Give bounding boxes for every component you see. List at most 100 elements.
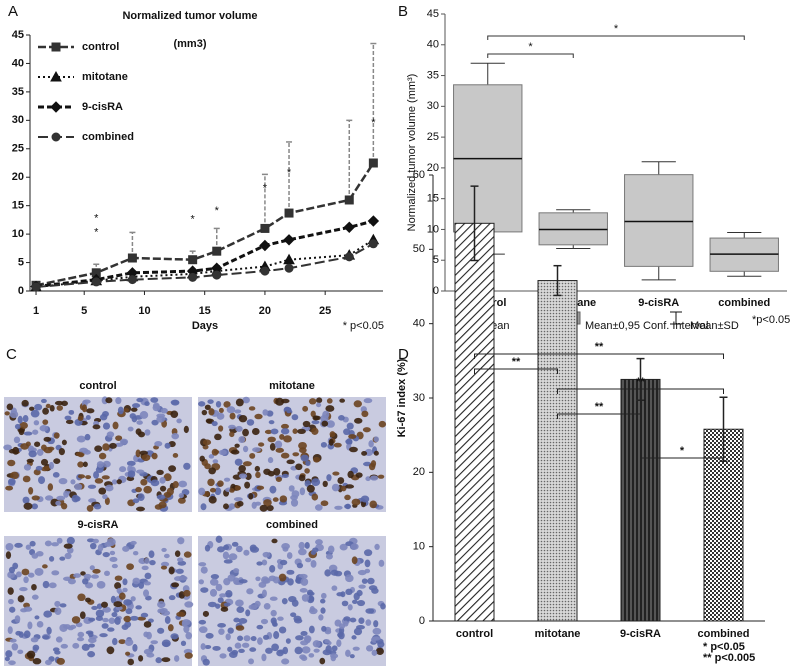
cell — [211, 421, 218, 427]
cell — [210, 573, 220, 580]
cell — [178, 480, 188, 488]
cell — [326, 474, 332, 482]
cell — [52, 647, 60, 652]
cell — [276, 649, 284, 657]
cell — [235, 398, 244, 407]
marker — [284, 263, 294, 273]
cell — [350, 543, 359, 550]
cell — [23, 576, 29, 584]
cell — [223, 602, 231, 607]
marker — [91, 277, 101, 287]
cell — [136, 469, 145, 474]
legend-symbol — [670, 311, 682, 325]
cell — [42, 407, 49, 415]
cell — [280, 423, 289, 429]
y-tick-label: 20 — [427, 162, 439, 174]
cell — [141, 565, 149, 571]
cell — [77, 631, 85, 638]
image-caption: mitotane — [269, 380, 315, 392]
cell — [252, 447, 261, 453]
cell — [138, 581, 145, 589]
cell — [155, 657, 162, 664]
cell — [345, 438, 353, 445]
panel-letter: A — [8, 3, 18, 20]
cell — [344, 494, 351, 501]
cell — [307, 591, 315, 596]
cell — [308, 607, 318, 615]
cell — [262, 551, 271, 558]
cell — [365, 476, 371, 482]
cell — [161, 657, 171, 663]
cell — [26, 650, 36, 659]
significance: * — [215, 205, 220, 217]
marker — [283, 253, 295, 265]
cell — [59, 556, 66, 561]
cell — [310, 560, 317, 568]
cell — [29, 406, 35, 411]
cell — [5, 551, 12, 559]
cell — [228, 503, 236, 510]
cell — [282, 646, 289, 655]
marker — [260, 266, 270, 276]
cell — [322, 410, 330, 419]
y-tick-label: 45 — [427, 8, 439, 20]
cell — [200, 643, 206, 650]
cell — [325, 405, 335, 412]
cell — [242, 461, 252, 467]
cell — [291, 414, 299, 421]
cell — [281, 473, 289, 478]
cell — [216, 412, 225, 420]
cell — [101, 601, 108, 608]
cell — [181, 619, 191, 626]
cell — [227, 574, 236, 582]
cell — [261, 653, 267, 662]
cell — [171, 432, 180, 440]
cell — [357, 569, 367, 576]
cell — [267, 436, 276, 443]
cell — [8, 478, 16, 486]
cell — [361, 451, 368, 456]
cell — [123, 408, 130, 413]
y-tick-label: 20 — [12, 171, 24, 183]
legend-label: Mean±0,95 Conf. Interval — [585, 320, 708, 332]
cell — [298, 541, 305, 550]
cell — [263, 603, 271, 610]
cell — [242, 396, 250, 404]
cell — [152, 403, 161, 412]
cell — [351, 635, 357, 640]
cell — [160, 565, 168, 570]
y-tick-label: 40 — [427, 39, 439, 51]
marker — [344, 252, 354, 262]
cell — [372, 636, 381, 641]
marker — [212, 246, 222, 256]
cell — [34, 403, 43, 411]
cell — [241, 642, 250, 648]
cell — [288, 485, 295, 492]
cell — [171, 582, 180, 588]
cell — [75, 452, 84, 457]
cell — [135, 486, 142, 493]
cell — [218, 407, 224, 413]
cell — [312, 415, 320, 421]
cell — [234, 642, 242, 649]
cell — [298, 474, 306, 482]
cell — [7, 459, 16, 467]
cell — [300, 640, 309, 646]
cell — [88, 617, 96, 622]
cell — [150, 640, 158, 645]
cell — [200, 503, 207, 511]
cell — [257, 637, 263, 645]
cell — [130, 540, 137, 545]
legend-label: 9-cisRA — [82, 101, 123, 113]
cell — [154, 504, 163, 510]
cell — [161, 547, 167, 553]
cell — [44, 540, 52, 547]
cell — [361, 578, 368, 584]
cell — [237, 635, 244, 642]
cell — [207, 399, 214, 404]
cell — [132, 550, 139, 556]
cell — [242, 445, 249, 453]
cell — [274, 440, 283, 449]
cell — [378, 420, 387, 428]
cell — [279, 559, 288, 566]
